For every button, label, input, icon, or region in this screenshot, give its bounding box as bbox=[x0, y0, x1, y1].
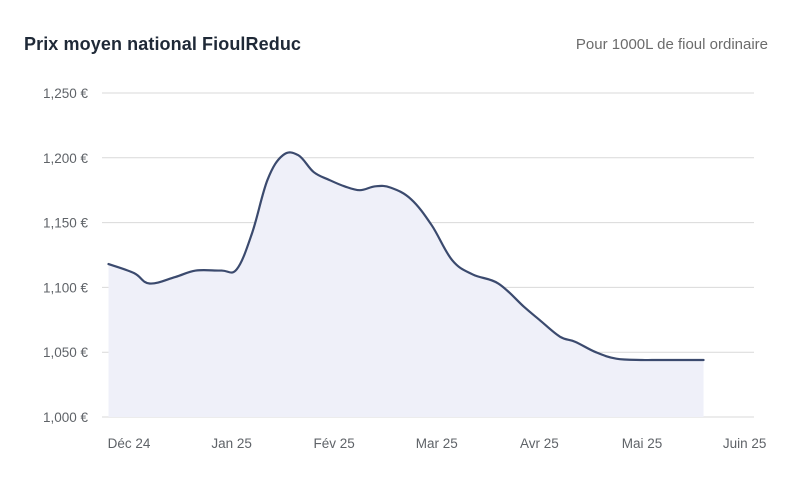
y-tick-label: 1,150 € bbox=[43, 216, 89, 231]
x-axis: Déc 24 Jan 25 Fév 25 Mar 25 Avr 25 Mai 25 Juin… bbox=[108, 436, 767, 451]
x-tick-label: Mai 25 bbox=[622, 436, 663, 451]
y-axis: 1,000 € 1,050 € 1,100 € 1,150 € 1,200 € 1,250… bbox=[43, 86, 89, 425]
y-tick-label: 1,050 € bbox=[43, 345, 89, 360]
x-tick-label: Fév 25 bbox=[314, 436, 355, 451]
series-line[interactable] bbox=[107, 151, 705, 362]
x-tick-label: Mar 25 bbox=[416, 436, 458, 451]
chart-title: Prix moyen national FioulReduc bbox=[24, 34, 302, 54]
x-tick-label: Avr 25 bbox=[520, 436, 559, 451]
series-area bbox=[108, 152, 704, 417]
y-tick-label: 1,000 € bbox=[43, 410, 89, 425]
area-layer bbox=[108, 152, 704, 417]
line-layer bbox=[107, 151, 705, 362]
y-tick-label: 1,100 € bbox=[43, 280, 89, 295]
x-tick-label: Déc 24 bbox=[108, 436, 151, 451]
y-tick-label: 1,250 € bbox=[43, 86, 89, 101]
y-tick-label: 1,200 € bbox=[43, 151, 89, 166]
x-tick-label: Juin 25 bbox=[723, 436, 767, 451]
chart-subtitle: Pour 1000L de fioul ordinaire bbox=[575, 36, 768, 53]
x-tick-label: Jan 25 bbox=[211, 436, 252, 451]
